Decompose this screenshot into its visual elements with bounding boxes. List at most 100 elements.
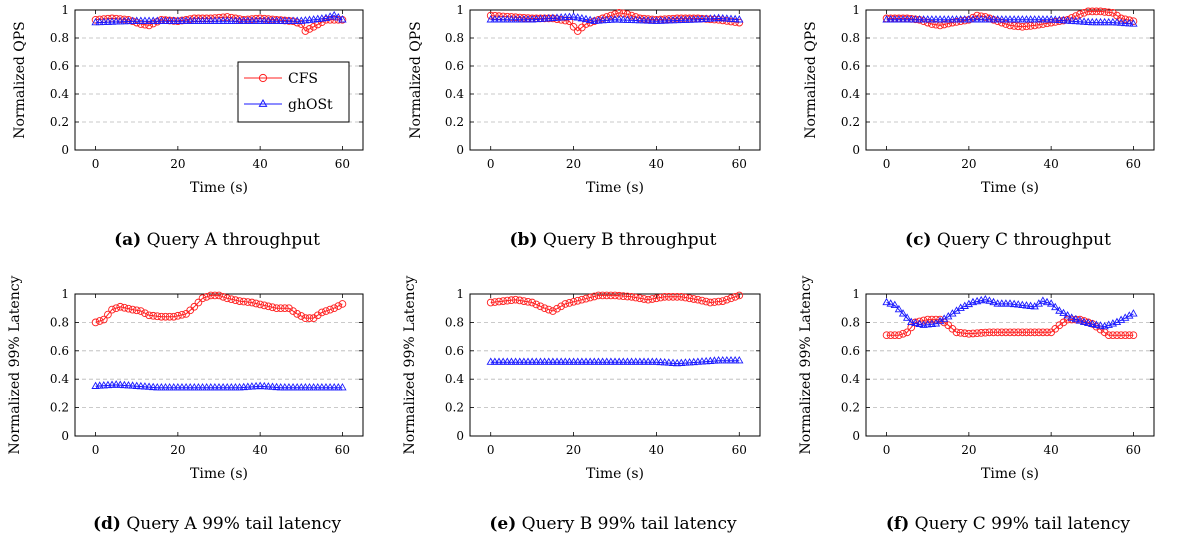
chart-panel-f: 00.20.40.60.810 20 40 60Time (s)Normalized … (798, 275, 1154, 534)
y-tick-label: 0 (852, 143, 860, 157)
y-tick-label: 0 (61, 429, 69, 443)
series-line-cfs (96, 295, 343, 322)
caption-tag: (a) (114, 230, 141, 250)
y-axis-label: Normalized 99% Latency (402, 275, 418, 454)
y-tick-label: 0.6 (50, 344, 69, 358)
y-tick-label: 0.2 (841, 401, 860, 415)
x-axis-label: Time (s) (981, 466, 1039, 482)
caption-text: Query B 99% tail latency (516, 514, 737, 534)
y-tick-label: 1 (852, 3, 860, 17)
x-tick-label: 20 (961, 443, 976, 457)
x-tick-label: 60 (732, 157, 747, 171)
x-tick-label: 0 (487, 157, 495, 171)
x-tick-label: 0 (92, 157, 100, 171)
chart-panel-b: 00.20.40.60.810 20 40 60Time (s)Normalized … (408, 3, 760, 250)
series-ghost (487, 357, 742, 366)
y-tick-label: 0.8 (841, 31, 860, 45)
y-tick-label: 0.6 (445, 344, 464, 358)
y-tick-label: 0.8 (445, 315, 464, 329)
y-tick-label: 0.2 (50, 401, 69, 415)
series-line-ghost (96, 385, 343, 388)
y-tick-label: 0 (456, 143, 464, 157)
data-point-ghost (1052, 304, 1059, 310)
legend-label-ghost: ghOSt (288, 97, 333, 113)
y-tick-label: 0.8 (50, 31, 69, 45)
y-tick-label: 0.2 (841, 115, 860, 129)
x-tick-label: 20 (566, 157, 581, 171)
y-axis-label: Normalized QPS (408, 21, 424, 139)
y-tick-label: 1 (852, 287, 860, 301)
y-tick-label: 0.4 (445, 87, 464, 101)
y-tick-label: 0.2 (445, 401, 464, 415)
y-axis-label: Normalized 99% Latency (7, 275, 23, 454)
y-tick-label: 0 (61, 143, 69, 157)
caption-text: Query A throughput (141, 230, 320, 250)
y-tick-label: 0.2 (50, 115, 69, 129)
subfigure-caption: (c) Query C throughput (905, 230, 1111, 250)
x-tick-label: 40 (253, 157, 268, 171)
x-tick-label: 40 (253, 443, 268, 457)
caption-text: Query C 99% tail latency (909, 514, 1130, 534)
series-line-ghost (491, 361, 740, 364)
x-axis-label: Time (s) (586, 466, 644, 482)
y-axis-label: Normalized QPS (12, 21, 28, 139)
y-tick-label: 0.2 (445, 115, 464, 129)
y-tick-label: 1 (61, 287, 69, 301)
x-axis-label: Time (s) (981, 180, 1039, 196)
plot-frame (866, 10, 1154, 150)
x-tick-label: 20 (961, 157, 976, 171)
x-tick-label: 0 (883, 443, 891, 457)
caption-tag: (e) (489, 514, 516, 534)
y-axis-label: Normalized QPS (803, 21, 819, 139)
y-tick-label: 1 (61, 3, 69, 17)
plot-frame (470, 294, 760, 436)
series-cfs (92, 292, 346, 326)
x-tick-label: 60 (1126, 157, 1141, 171)
data-point-ghost (1130, 310, 1137, 316)
x-tick-label: 20 (566, 443, 581, 457)
plot-frame (866, 294, 1154, 436)
chart-panel-d: 0 0.2 0.4 0.6 0.8 1 0 20 40 60 Time (s) Normalized … (7, 275, 363, 534)
series-cfs (487, 292, 742, 314)
series-line-cfs (491, 295, 740, 311)
y-tick-label: 0.4 (50, 87, 69, 101)
chart-panel-a: 00.20.40.60.810 20 40 60Time (s)Normalized … (12, 3, 363, 250)
y-tick-label: 0.6 (841, 59, 860, 73)
caption-tag: (c) (905, 230, 931, 250)
caption-text: Query A 99% tail latency (121, 514, 342, 534)
x-tick-label: 40 (1044, 443, 1059, 457)
subfigure-caption: (d) Query A 99% tail latency (93, 514, 342, 534)
y-tick-label: 0.4 (841, 87, 860, 101)
series-ghost (883, 16, 1137, 26)
y-tick-label: 0.8 (50, 315, 69, 329)
plot-frame (470, 10, 760, 150)
y-tick-label: 0.4 (445, 372, 464, 386)
subfigure-caption: (b) Query B throughput (510, 230, 717, 250)
caption-tag: (f) (886, 514, 909, 534)
caption-tag: (b) (510, 230, 538, 250)
x-tick-label: 60 (335, 443, 350, 457)
chart-panel-c: 00.20.40.60.810 20 40 60Time (s)Normalized … (803, 3, 1154, 250)
series-line-cfs (96, 17, 343, 31)
x-tick-label: 20 (170, 157, 185, 171)
y-axis-label: Normalized 99% Latency (798, 275, 814, 454)
subfigure-caption: (a) Query A throughput (114, 230, 320, 250)
y-tick-label: 0.6 (841, 344, 860, 358)
y-tick-label: 0.8 (445, 31, 464, 45)
caption-tag: (d) (93, 514, 121, 534)
x-tick-label: 20 (170, 443, 185, 457)
subfigure-caption: (f) Query C 99% tail latency (886, 514, 1131, 534)
series-ghost (92, 381, 346, 390)
x-tick-label: 0 (487, 443, 495, 457)
chart-panel-e: 00.20.40.60.810 20 40 60Time (s)Normalized … (402, 275, 760, 534)
x-axis-label: Time (s) (190, 466, 248, 482)
y-tick-label: 0.4 (50, 372, 69, 386)
x-tick-label: 0 (92, 443, 100, 457)
caption-text: Query B throughput (538, 230, 717, 250)
y-tick-label: 0.4 (841, 372, 860, 386)
data-point-cfs (339, 301, 346, 308)
x-tick-label: 40 (649, 443, 664, 457)
y-tick-label: 0 (852, 429, 860, 443)
caption-text: Query C throughput (931, 230, 1111, 250)
x-tick-label: 60 (1126, 443, 1141, 457)
